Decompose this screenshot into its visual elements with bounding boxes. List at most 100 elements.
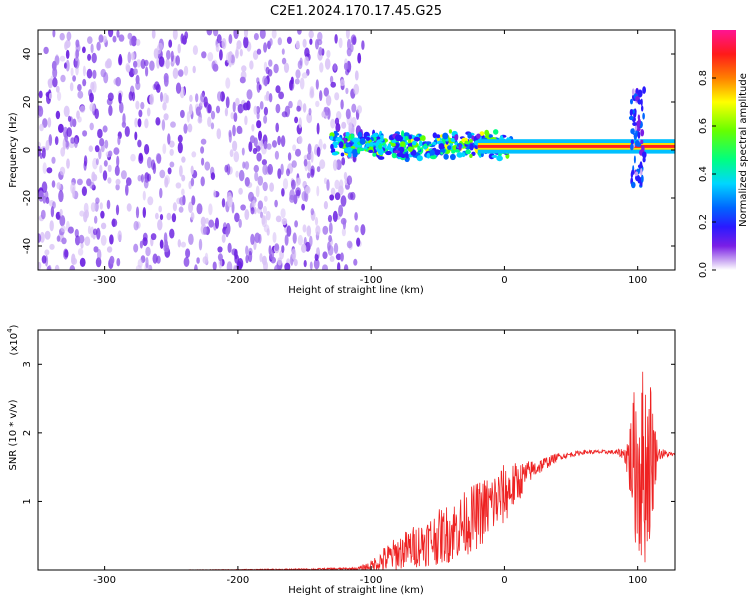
spectrogram-burst-cell — [642, 86, 646, 94]
spectrogram-speckle — [160, 91, 163, 103]
spectrogram-speckle — [177, 69, 184, 77]
spectrogram-speckle — [330, 118, 336, 129]
spectrogram-speckle — [281, 188, 285, 197]
spectrogram-speckle — [95, 197, 100, 204]
spectrogram-burst-cell — [631, 181, 636, 189]
spectrogram-speckle — [163, 244, 170, 253]
spectrogram-speckle — [125, 64, 131, 73]
spectrogram-speckle — [98, 34, 104, 43]
spectrogram-speckle — [281, 48, 285, 55]
spectrogram-speckle — [265, 90, 270, 102]
spectrogram-speckle — [191, 151, 197, 158]
spectrogram-speckle — [150, 233, 157, 241]
colorbar-tick-label: 0.4 — [698, 166, 709, 182]
spectrogram-burst-cell — [630, 139, 634, 145]
spectrogram-speckle — [350, 191, 356, 201]
spectrogram-speckle — [288, 100, 293, 109]
spectrogram-speckle — [340, 252, 344, 262]
spectrogram-speckle — [298, 117, 302, 129]
spectrogram-speckle — [78, 234, 85, 244]
spectrogram-speckle — [215, 43, 220, 53]
spectrogram-speckle — [274, 264, 280, 270]
snr-frame — [37, 329, 676, 571]
spectrogram-band-cell — [443, 153, 449, 160]
snr-x-tick-label: 0 — [501, 575, 507, 586]
snr-y-label: SNR (10 * v/v) — [8, 399, 19, 470]
spectrogram-band-cell — [403, 132, 410, 137]
spectrogram-speckle — [169, 148, 174, 156]
spectrogram-speckle — [89, 103, 95, 112]
spectrogram-speckle — [324, 58, 331, 70]
spectrogram-speckle — [346, 175, 353, 185]
spectrogram-burst-cell — [642, 157, 646, 163]
spectrogram-speckle — [306, 112, 313, 124]
spectrogram-speckle — [109, 234, 114, 245]
spectrogram-band-cell — [448, 129, 452, 134]
spectrogram-speckle — [84, 236, 91, 246]
spectrogram-band-cell — [365, 136, 371, 141]
spectrogram-speckle — [258, 130, 262, 141]
spectrogram-speckle — [54, 55, 60, 66]
spectrogram-speckle — [90, 43, 94, 54]
spectrogram-band-cell — [407, 146, 413, 152]
spectrogram-speckle — [183, 257, 190, 267]
spectrogram-speckle — [146, 173, 152, 182]
spectrogram-speckle — [59, 215, 66, 227]
spectrogram-speckle — [69, 82, 74, 92]
spectrogram-speckle — [60, 225, 66, 233]
spectrogram-speckle — [90, 202, 96, 213]
spectrogram-speckle — [289, 189, 295, 201]
spectrogram-speckle — [62, 139, 66, 151]
spectrogram-x-label: Height of straight line (km) — [288, 285, 424, 296]
spectrogram-speckle — [92, 228, 98, 236]
spectrogram-speckle — [281, 218, 288, 226]
spectrogram-speckle — [94, 215, 98, 224]
spectrogram-speckle — [306, 225, 312, 237]
spectrogram-speckle — [221, 198, 226, 208]
spectrogram-speckle — [346, 240, 353, 249]
spectrogram-burst-cell — [629, 109, 633, 116]
spectrogram-speckle — [284, 234, 289, 246]
spectrogram-speckle — [290, 76, 294, 85]
spectrogram-speckle — [165, 58, 170, 70]
spectrogram-band-cell — [378, 156, 385, 160]
spectrogram-x-tick-label: -300 — [93, 275, 116, 286]
spectrogram-speckle — [306, 152, 312, 161]
spectrogram-speckle — [156, 153, 162, 164]
spectrogram-speckle — [287, 152, 292, 161]
spectrogram-speckle — [155, 117, 161, 126]
spectrogram-burst-cell — [632, 122, 637, 126]
spectrogram-band-cell — [380, 134, 384, 142]
spectrogram-speckle — [213, 30, 219, 37]
spectrogram-speckle — [47, 117, 52, 128]
spectrogram-speckle — [217, 253, 223, 262]
spectrogram-speckle — [133, 220, 139, 231]
spectrogram-speckle — [314, 216, 319, 226]
spectrogram-speckle — [108, 105, 113, 116]
spectrogram-speckle — [225, 77, 231, 89]
spectrogram-band-cell — [491, 154, 498, 158]
spectrogram-speckle — [263, 115, 268, 124]
spectrogram-speckle — [346, 47, 352, 57]
spectrogram-speckle — [309, 38, 313, 45]
spectrogram-speckle — [138, 109, 143, 118]
spectrogram-speckle — [210, 110, 216, 120]
spectrogram-y-tick-label: -20 — [22, 190, 33, 206]
spectrogram-speckle — [172, 202, 177, 212]
spectrogram-speckle — [95, 158, 99, 166]
spectrogram-speckle — [137, 258, 143, 268]
spectrogram-speckle — [86, 68, 93, 79]
spectrogram-speckle — [280, 135, 286, 148]
spectrogram-speckle — [315, 247, 320, 255]
spectrogram-speckle — [315, 39, 319, 50]
spectrogram-speckle — [167, 133, 171, 145]
spectrogram-burst-cell — [640, 168, 643, 176]
spectrogram-speckle — [244, 177, 250, 187]
spectrogram-speckle — [152, 253, 158, 264]
spectrogram-band-cell — [332, 141, 339, 146]
spectrogram-speckle — [286, 168, 290, 177]
spectrogram-speckle — [145, 66, 149, 77]
spectrogram-speckle — [169, 140, 175, 148]
spectrogram-speckle — [118, 92, 122, 104]
spectrogram-band-cell — [340, 152, 345, 157]
